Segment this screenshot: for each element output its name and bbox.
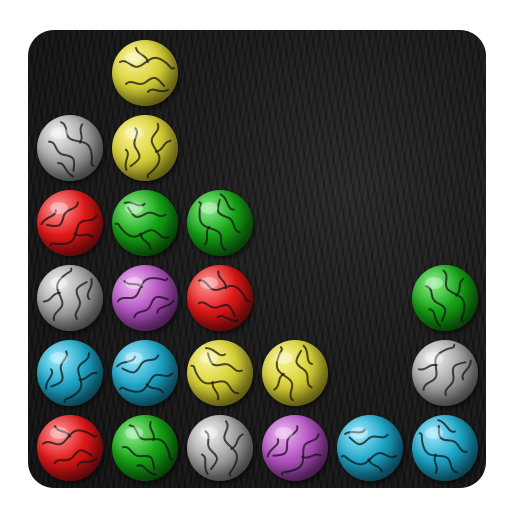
ball-yellow[interactable] bbox=[262, 340, 328, 406]
ball-green[interactable] bbox=[112, 190, 178, 256]
ball-yellow[interactable] bbox=[187, 340, 253, 406]
ball-blue[interactable] bbox=[37, 340, 103, 406]
marble-vein-texture bbox=[42, 425, 98, 467]
marble-vein-texture bbox=[200, 420, 244, 477]
ball-green[interactable] bbox=[187, 190, 253, 256]
marble-vein-texture bbox=[116, 352, 174, 394]
marble-vein-texture bbox=[425, 269, 466, 328]
marble-vein-texture bbox=[418, 419, 468, 474]
ball-gray[interactable] bbox=[37, 265, 103, 331]
ball-purple[interactable] bbox=[112, 265, 178, 331]
marble-vein-texture bbox=[122, 421, 174, 476]
ball-gray[interactable] bbox=[37, 115, 103, 181]
ball-purple[interactable] bbox=[262, 415, 328, 481]
ball-blue[interactable] bbox=[412, 415, 478, 481]
marble-vein-texture bbox=[119, 47, 175, 93]
ball-red[interactable] bbox=[37, 415, 103, 481]
game-board[interactable] bbox=[28, 30, 486, 488]
marble-vein-texture bbox=[340, 427, 398, 473]
ball-yellow[interactable] bbox=[112, 115, 178, 181]
marble-vein-texture bbox=[197, 270, 251, 322]
ball-yellow[interactable] bbox=[112, 40, 178, 106]
marble-vein-texture bbox=[124, 122, 172, 179]
marble-vein-texture bbox=[116, 277, 175, 319]
ball-red[interactable] bbox=[37, 190, 103, 256]
marble-vein-texture bbox=[190, 347, 243, 401]
ball-blue[interactable] bbox=[337, 415, 403, 481]
marble-vein-texture bbox=[40, 201, 98, 247]
marble-vein-texture bbox=[47, 121, 95, 178]
marble-vein-texture bbox=[266, 425, 322, 476]
marble-vein-texture bbox=[273, 344, 313, 402]
ball-blue[interactable] bbox=[112, 340, 178, 406]
ball-gray[interactable] bbox=[412, 340, 478, 406]
ball-gray[interactable] bbox=[187, 415, 253, 481]
marble-vein-texture bbox=[198, 193, 241, 251]
ball-green[interactable] bbox=[412, 265, 478, 331]
ball-red[interactable] bbox=[187, 265, 253, 331]
marble-vein-texture bbox=[42, 267, 93, 322]
marble-vein-texture bbox=[45, 350, 98, 403]
marble-vein-texture bbox=[114, 201, 170, 251]
ball-green[interactable] bbox=[112, 415, 178, 481]
marble-vein-texture bbox=[417, 344, 472, 396]
